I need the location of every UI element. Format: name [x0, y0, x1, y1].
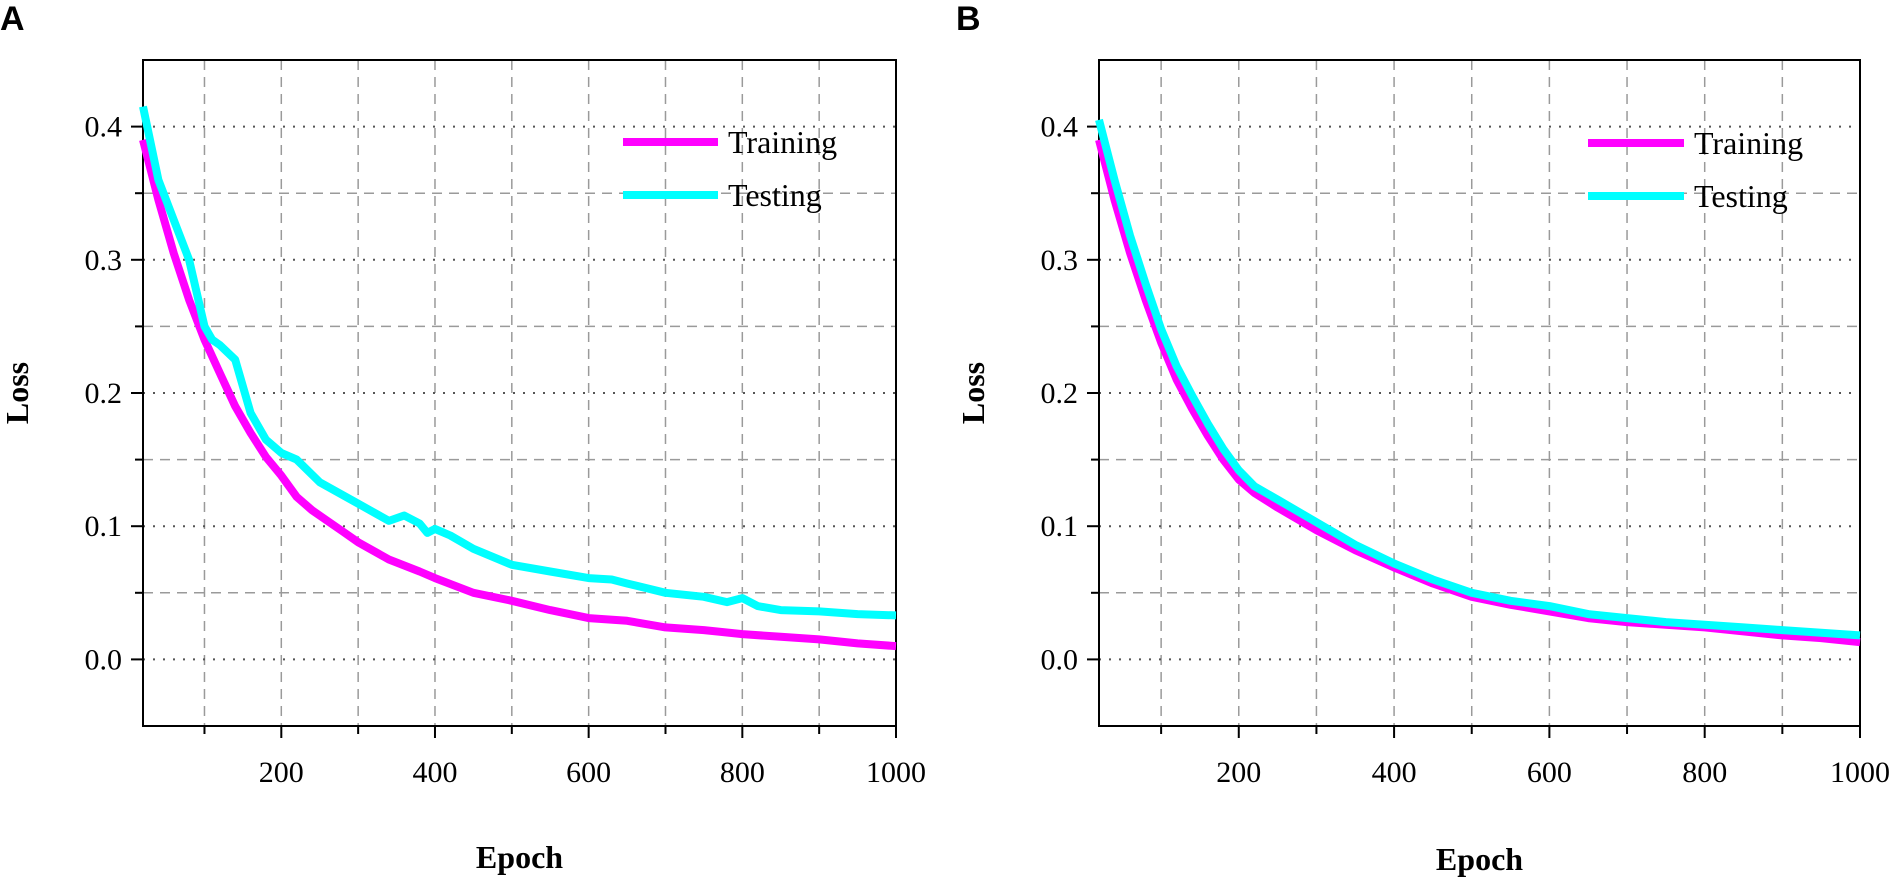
x-tick-label: 800 — [720, 756, 765, 789]
x-tick-label: 600 — [1527, 756, 1572, 789]
x-tick-label: 1000 — [1830, 756, 1890, 789]
x-tick-label: 600 — [566, 756, 611, 789]
x-tick-label: 1000 — [866, 756, 926, 789]
legend-label-training: Training — [1694, 125, 1803, 161]
y-tick-label: 0.4 — [85, 111, 123, 144]
panel-letter: A — [0, 0, 25, 38]
y-tick-label: 0.1 — [1041, 510, 1079, 543]
y-axis-label: Loss — [955, 362, 991, 424]
series-line-testing — [1095, 118, 1861, 640]
x-tick-label: 200 — [259, 756, 304, 789]
panel-letter: B — [956, 0, 981, 38]
y-tick-label: 0.3 — [85, 244, 123, 277]
series-line-training — [139, 138, 897, 651]
y-tick-label: 0.0 — [1041, 643, 1079, 676]
series-line-testing — [139, 105, 897, 620]
x-tick-label: 400 — [412, 756, 457, 789]
x-tick-label: 200 — [1216, 756, 1261, 789]
legend: Training Testing — [623, 124, 837, 213]
grid — [143, 60, 896, 726]
x-tick-label: 800 — [1682, 756, 1727, 789]
panel-a: A 200 400 600 800 1000 0.0 0.1 0.2 0.3 0.4 Epoch Los… — [0, 0, 926, 875]
legend-label-testing: Testing — [1694, 178, 1788, 214]
x-axis-label: Epoch — [476, 839, 563, 875]
panel-b: B 200 400 600 800 1000 0.0 0.1 0.2 0.3 0.4 Epoch Los… — [955, 0, 1890, 877]
y-tick-label: 0.3 — [1041, 244, 1079, 277]
x-tick-label: 400 — [1372, 756, 1417, 789]
y-tick-label: 0.2 — [85, 377, 123, 410]
y-tick-label: 0.1 — [85, 510, 123, 543]
y-tick-label: 0.2 — [1041, 377, 1079, 410]
x-axis-label: Epoch — [1436, 841, 1523, 877]
legend-label-training: Training — [728, 124, 837, 160]
legend-label-testing: Testing — [728, 177, 822, 213]
legend: Training Testing — [1588, 125, 1803, 214]
y-tick-label: 0.4 — [1041, 111, 1079, 144]
series-line-training — [1095, 138, 1861, 647]
y-axis-label: Loss — [0, 362, 35, 424]
y-tick-label: 0.0 — [85, 643, 123, 676]
